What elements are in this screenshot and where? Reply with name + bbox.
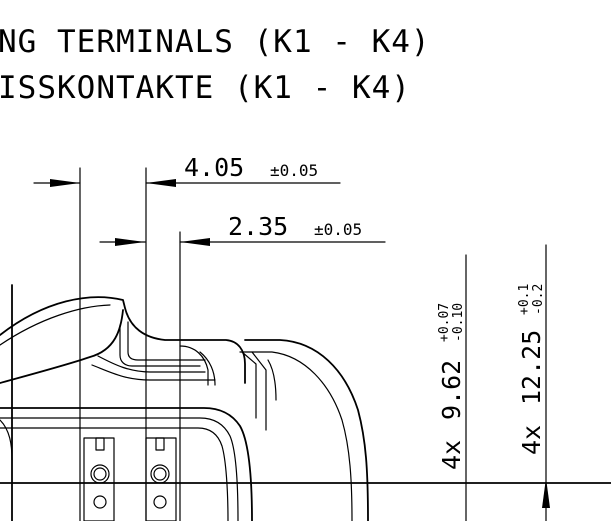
- dimension-4-05-value: 4.05: [184, 153, 244, 182]
- dimension-9-62-upper: +0.07: [437, 303, 452, 342]
- dimension-2-35-value: 2.35: [228, 212, 288, 241]
- dimension-12-25-value: 12.25: [517, 330, 546, 405]
- terminal-right: [145, 437, 177, 521]
- dimension-9-62-lower: -0.10: [451, 303, 466, 342]
- dimension-12-25: 4x 12.25 +0.1 -0.2: [517, 244, 550, 521]
- dimension-2-35-tolerance: ±0.05: [314, 220, 362, 239]
- housing-profile: [0, 296, 369, 521]
- dimension-9-62-value: 9.62: [437, 360, 466, 420]
- dimension-12-25-lower: -0.2: [531, 284, 546, 315]
- title-line-1: NG TERMINALS (K1 - K4): [0, 24, 431, 60]
- dimension-12-25-upper: +0.1: [517, 284, 532, 315]
- dimension-9-62: 4x 9.62 +0.07 -0.10: [437, 254, 467, 521]
- terminal-left: [83, 437, 115, 521]
- dimension-2-35: 2.35 ±0.05: [99, 212, 386, 521]
- dimension-4-05: 4.05 ±0.05: [33, 153, 341, 521]
- dimension-4-05-tolerance: ±0.05: [270, 161, 318, 180]
- dimension-12-25-prefix: 4x: [517, 425, 546, 455]
- title-line-2: ISSKONTAKTE (K1 - K4): [0, 70, 411, 106]
- dimension-9-62-prefix: 4x: [437, 440, 466, 470]
